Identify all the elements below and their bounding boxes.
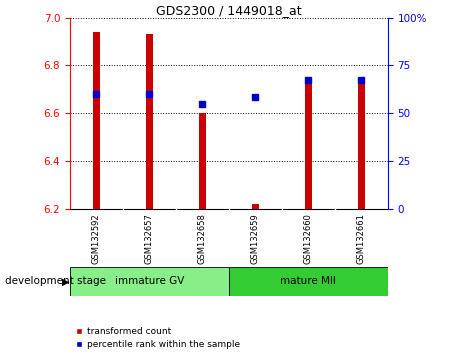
Text: immature GV: immature GV: [115, 276, 184, 286]
Bar: [358, 82, 365, 209]
Text: mature MII: mature MII: [281, 276, 336, 286]
Bar: [70, 267, 229, 296]
Bar: [93, 32, 100, 209]
Bar: [229, 267, 388, 296]
Text: ▶: ▶: [62, 276, 70, 286]
Text: GSM132658: GSM132658: [198, 213, 207, 264]
Title: GDS2300 / 1449018_at: GDS2300 / 1449018_at: [156, 4, 302, 17]
Text: GSM132657: GSM132657: [145, 213, 154, 264]
Legend: transformed count, percentile rank within the sample: transformed count, percentile rank withi…: [74, 327, 240, 349]
Text: GSM132659: GSM132659: [251, 213, 260, 264]
Bar: [305, 82, 312, 209]
Bar: [146, 34, 153, 209]
Text: GSM132661: GSM132661: [357, 213, 366, 264]
Text: GSM132660: GSM132660: [304, 213, 313, 264]
Bar: [252, 204, 259, 209]
Text: GSM132592: GSM132592: [92, 213, 101, 264]
Bar: [199, 113, 206, 209]
Text: development stage: development stage: [5, 276, 106, 286]
